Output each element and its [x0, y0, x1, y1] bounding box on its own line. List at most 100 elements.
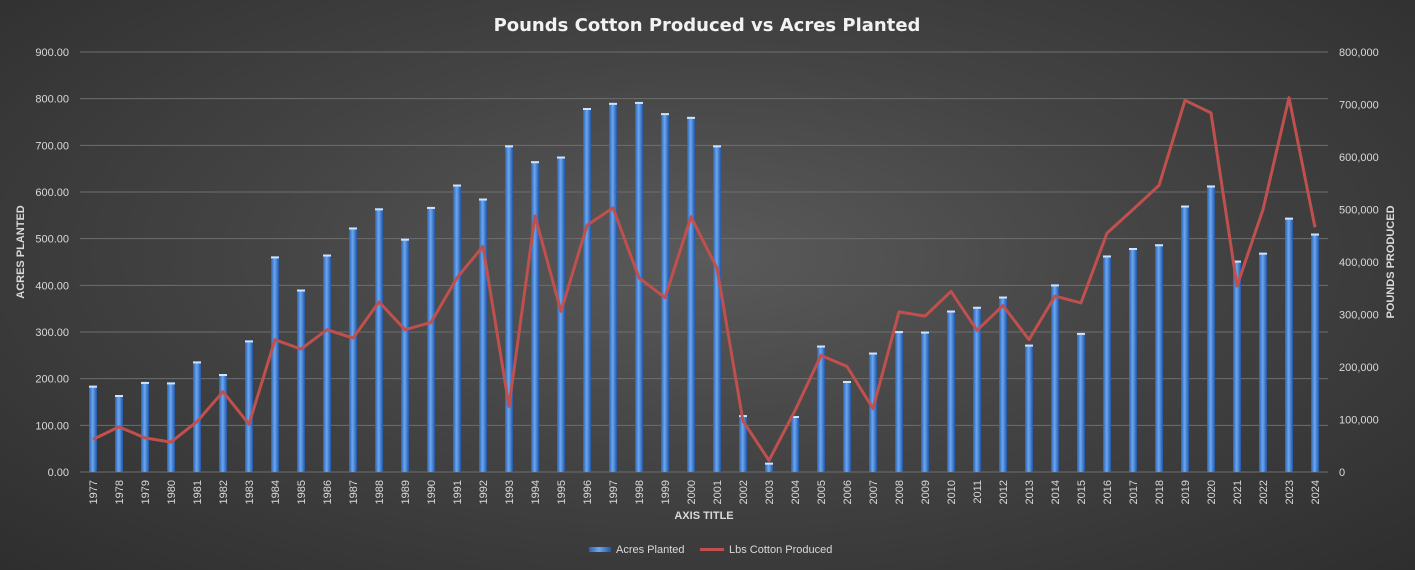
bar-acres-planted	[1051, 284, 1059, 472]
x-tick-label: 1988	[374, 480, 386, 504]
y-right-tick-label: 500,000	[1339, 205, 1379, 217]
x-tick-label: 2024	[1310, 480, 1322, 504]
bar-acres-planted	[999, 296, 1007, 472]
y-right-tick-label: 800,000	[1339, 47, 1379, 59]
x-tick-label: 2006	[842, 480, 854, 504]
bar-acres-planted	[713, 145, 721, 473]
bar-top-highlight	[453, 184, 461, 187]
x-tick-label: 2010	[946, 480, 958, 504]
y-axis-left-title: ACRES PLANTED	[15, 205, 27, 299]
bar-acres-planted	[1181, 205, 1189, 473]
x-tick-label: 1998	[634, 480, 646, 504]
bar-top-highlight	[1077, 332, 1085, 335]
x-tick-label: 1996	[582, 480, 594, 504]
bar-acres-planted	[349, 227, 357, 472]
bar-acres-planted	[531, 161, 539, 472]
bar-acres-planted	[557, 156, 565, 473]
x-tick-label: 1990	[426, 480, 438, 504]
bar-acres-planted	[505, 145, 513, 473]
bar-top-highlight	[609, 102, 617, 105]
bar-top-highlight	[999, 296, 1007, 299]
y-right-tick-label: 700,000	[1339, 100, 1379, 112]
y-axis-right-ticks: 0 100,000 200,000 300,000 400,000 500,000 600,…	[1339, 47, 1379, 479]
x-tick-label: 1982	[218, 480, 230, 504]
x-tick-label: 2017	[1128, 480, 1140, 504]
x-axis-title: AXIS TITLE	[674, 510, 733, 522]
bar-acres-planted	[609, 102, 617, 472]
x-tick-label: 2021	[1232, 480, 1244, 504]
x-tick-label: 2019	[1180, 480, 1192, 504]
x-tick-label: 2014	[1050, 480, 1062, 504]
bar-top-highlight	[635, 101, 643, 104]
bar-top-highlight	[1233, 260, 1241, 263]
x-tick-label: 2008	[894, 480, 906, 504]
y-left-tick-label: 200.00	[35, 374, 69, 386]
bar-acres-planted	[1155, 244, 1163, 472]
bar-top-highlight	[349, 227, 357, 230]
bar-acres-planted	[817, 345, 825, 472]
bar-acres-planted	[1207, 185, 1215, 472]
legend: Acres Planted Lbs Cotton Produced	[589, 544, 832, 556]
y-axis-left-ticks: 0.00 100.00 200.00 300.00 400.00 500.00 600.00…	[35, 47, 69, 479]
bar-top-highlight	[1129, 248, 1137, 250]
x-tick-label: 1989	[400, 480, 412, 504]
bar-top-highlight	[375, 208, 383, 211]
bar-top-highlight	[115, 395, 123, 397]
y-left-tick-label: 800.00	[35, 94, 69, 106]
bar-acres-planted	[1103, 255, 1111, 472]
bar-acres-planted	[193, 361, 201, 472]
x-tick-label: 1997	[608, 480, 620, 504]
bar-acres-planted	[323, 254, 331, 472]
legend-label-lbs-cotton-produced: Lbs Cotton Produced	[729, 544, 832, 556]
x-tick-label: 1993	[504, 480, 516, 504]
x-tick-label: 2009	[920, 480, 932, 504]
bar-acres-planted	[479, 198, 487, 473]
bar-acres-planted	[687, 116, 695, 472]
bar-top-highlight	[1259, 252, 1267, 255]
x-tick-label: 2007	[868, 480, 880, 504]
x-tick-label: 2023	[1284, 480, 1296, 504]
bar-top-highlight	[1155, 244, 1163, 247]
x-tick-label: 1999	[660, 480, 672, 504]
bar-top-highlight	[583, 108, 591, 110]
bar-top-highlight	[401, 238, 409, 241]
bar-top-highlight	[167, 382, 175, 385]
x-tick-label: 2016	[1102, 480, 1114, 504]
legend-label-acres-planted: Acres Planted	[616, 544, 684, 556]
bar-acres-planted	[1285, 217, 1293, 472]
y-right-tick-label: 300,000	[1339, 310, 1379, 322]
bar-top-highlight	[557, 156, 565, 159]
bar-top-highlight	[427, 206, 435, 209]
bar-acres-planted	[869, 352, 877, 472]
bar-acres-planted	[401, 238, 409, 472]
x-tick-label: 1992	[478, 480, 490, 504]
bar-top-highlight	[89, 385, 97, 388]
bar-acres-planted	[89, 385, 97, 472]
bar-top-highlight	[895, 331, 903, 334]
x-tick-label: 2015	[1076, 480, 1088, 504]
x-tick-label: 1994	[530, 480, 542, 504]
bar-top-highlight	[713, 145, 721, 148]
bar-top-highlight	[765, 462, 773, 465]
bar-top-highlight	[921, 331, 929, 334]
bar-top-highlight	[843, 381, 851, 383]
x-tick-label: 1991	[452, 480, 464, 504]
bar-top-highlight	[531, 161, 539, 164]
bar-top-highlight	[323, 254, 331, 257]
bar-top-highlight	[1103, 255, 1111, 258]
bar-acres-planted	[167, 382, 175, 472]
bar-top-highlight	[1285, 217, 1293, 220]
bar-top-highlight	[297, 289, 305, 292]
x-tick-label: 2020	[1206, 480, 1218, 504]
y-left-tick-label: 900.00	[35, 47, 69, 59]
x-tick-label: 2011	[972, 480, 984, 504]
x-tick-label: 1987	[348, 480, 360, 504]
bar-top-highlight	[791, 416, 799, 418]
bar-acres-planted	[1311, 233, 1319, 472]
bar-acres-planted	[375, 208, 383, 473]
bar-acres-planted	[245, 340, 253, 472]
x-tick-label: 2013	[1024, 480, 1036, 504]
x-tick-label: 1983	[244, 480, 256, 504]
x-tick-label: 1979	[140, 480, 152, 504]
